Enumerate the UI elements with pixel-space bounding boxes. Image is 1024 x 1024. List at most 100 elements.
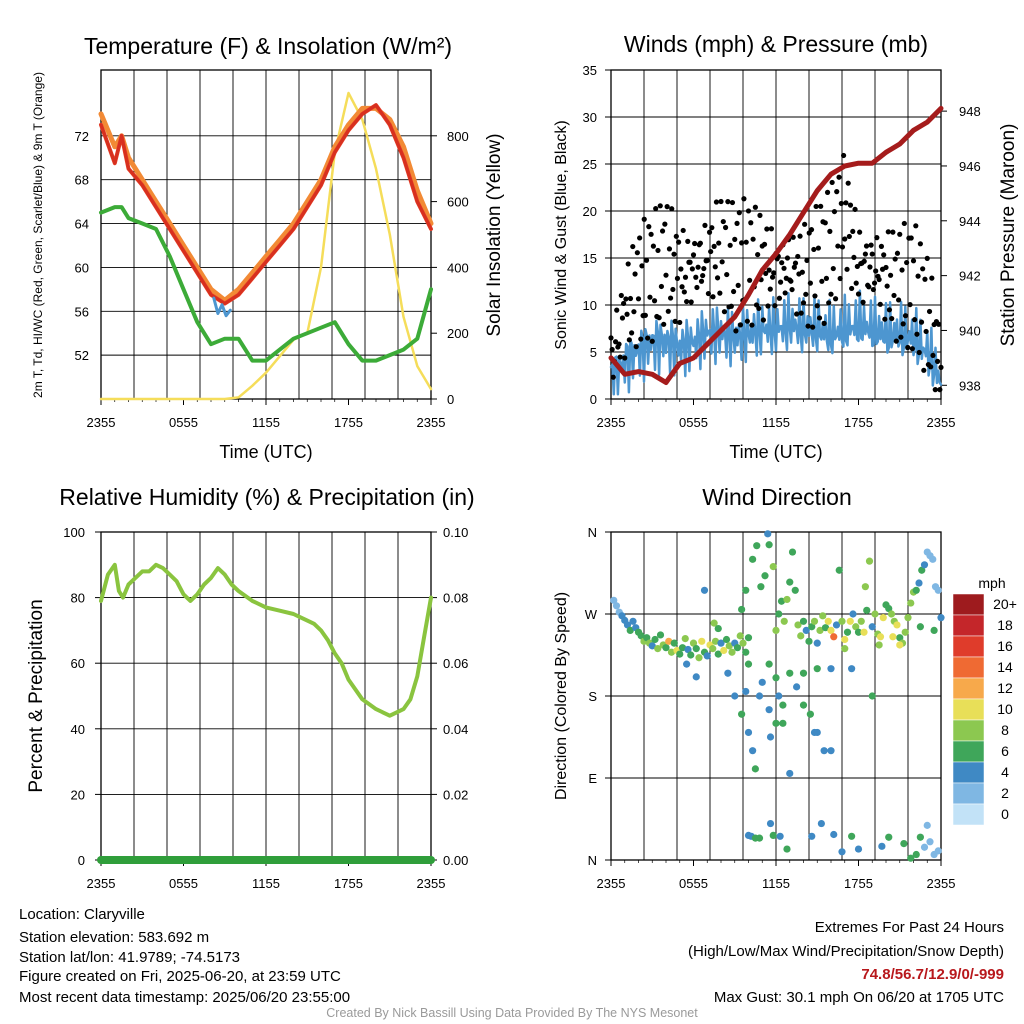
direction-point bbox=[777, 597, 786, 605]
direction-point bbox=[788, 548, 797, 556]
gust-point bbox=[658, 283, 665, 290]
direction-point bbox=[654, 645, 662, 653]
direction-point bbox=[665, 637, 673, 645]
gust-point bbox=[634, 250, 640, 256]
gust-point bbox=[618, 292, 624, 299]
x-tick-label: 1155 bbox=[762, 876, 790, 891]
elevation-text: Station elevation: 583.692 m bbox=[19, 929, 210, 946]
gust-point bbox=[700, 272, 706, 279]
gust-point bbox=[777, 279, 784, 285]
insolation-line bbox=[99, 91, 433, 401]
direction-point bbox=[670, 639, 678, 647]
gust-point bbox=[899, 267, 905, 273]
insolation-y-tick-label: 0 bbox=[447, 392, 454, 407]
gust-point bbox=[656, 315, 662, 321]
insolation-y-tick-label: 800 bbox=[447, 129, 469, 144]
gust-point bbox=[928, 364, 934, 370]
gust-point bbox=[626, 337, 632, 343]
direction-point bbox=[775, 610, 783, 618]
gust-point bbox=[682, 274, 689, 280]
gust-point bbox=[913, 223, 919, 229]
legend-label: 20+ bbox=[993, 596, 1017, 612]
precip-y-tick-label: 0.04 bbox=[443, 722, 468, 737]
gust-point bbox=[610, 374, 616, 380]
insolation-y-tick-label: 200 bbox=[447, 326, 469, 341]
direction-point bbox=[736, 632, 744, 640]
legend-label: 2 bbox=[1001, 785, 1009, 801]
gust-point bbox=[898, 334, 904, 340]
legend-title: mph bbox=[978, 575, 1005, 591]
gust-point bbox=[767, 286, 773, 292]
gust-point bbox=[844, 266, 850, 272]
gust-point bbox=[616, 341, 622, 347]
direction-point bbox=[662, 644, 670, 652]
temp-y-tick-label: 56 bbox=[75, 304, 89, 319]
direction-point bbox=[912, 586, 920, 594]
direction-point bbox=[799, 617, 808, 625]
direction-point bbox=[827, 747, 835, 755]
wind-y-tick-label: 15 bbox=[583, 251, 597, 266]
gust-point bbox=[698, 278, 705, 284]
direction-point bbox=[868, 692, 876, 700]
x-tick-label: 2355 bbox=[417, 876, 446, 891]
direction-point bbox=[779, 701, 787, 709]
legend-label: 12 bbox=[997, 680, 1013, 696]
x-tick-label: 1755 bbox=[844, 415, 873, 430]
gust-point bbox=[855, 291, 862, 297]
insolation-y-tick-label: 400 bbox=[447, 260, 469, 275]
gust-point bbox=[818, 203, 824, 209]
wind-y-tick-label: 30 bbox=[583, 110, 597, 125]
gust-point bbox=[878, 243, 885, 249]
gust-point bbox=[625, 261, 631, 267]
direction-point bbox=[725, 642, 733, 650]
gust-point bbox=[902, 313, 909, 319]
gust-point bbox=[641, 216, 647, 222]
gust-point bbox=[884, 283, 890, 289]
direction-point bbox=[797, 632, 805, 640]
gust-point bbox=[869, 251, 875, 257]
direction-point bbox=[930, 626, 938, 635]
insolation-y-axis-label: Solar Insolation (Yellow) bbox=[484, 133, 505, 336]
gust-point bbox=[645, 335, 651, 341]
gust-point bbox=[631, 309, 637, 315]
rh-y-tick-label: 80 bbox=[71, 591, 85, 606]
direction-point bbox=[810, 617, 819, 625]
gust-point bbox=[669, 206, 675, 212]
gust-point bbox=[697, 240, 703, 246]
gust-point bbox=[761, 241, 768, 247]
legend-swatch bbox=[952, 740, 985, 763]
gust-point bbox=[828, 291, 834, 297]
direction-point bbox=[689, 639, 698, 647]
gust-point bbox=[813, 203, 819, 210]
direction-point bbox=[758, 678, 766, 686]
direction-point bbox=[786, 769, 794, 778]
gust-point bbox=[832, 296, 839, 302]
gust-point bbox=[632, 271, 638, 277]
gust-point bbox=[923, 328, 929, 335]
gust-point bbox=[829, 179, 835, 186]
temp-x-axis-label: Time (UTC) bbox=[219, 442, 312, 462]
direction-point bbox=[854, 628, 863, 636]
gust-point bbox=[724, 271, 730, 278]
direction-point bbox=[643, 634, 651, 642]
direction-point bbox=[700, 586, 709, 594]
created-text: Figure created on Fri, 2025-06-20, at 23… bbox=[19, 968, 341, 985]
pressure-y-tick-label: 942 bbox=[959, 269, 981, 284]
gust-point bbox=[843, 200, 849, 206]
gust-point bbox=[741, 196, 747, 202]
direction-point bbox=[687, 651, 695, 659]
gust-point bbox=[736, 210, 742, 216]
temp-y-tick-label: 68 bbox=[75, 173, 89, 188]
gust-point bbox=[731, 288, 737, 295]
wind-chill-line bbox=[212, 296, 232, 318]
legend-swatch bbox=[952, 614, 985, 637]
gust-point bbox=[897, 231, 903, 237]
gust-point bbox=[868, 242, 874, 248]
gust-point bbox=[819, 278, 825, 284]
gust-point bbox=[874, 235, 880, 241]
gust-point bbox=[845, 180, 851, 186]
gust-point bbox=[823, 275, 830, 281]
direction-point bbox=[793, 683, 801, 691]
direction-point bbox=[868, 623, 876, 631]
precip-y-tick-label: 0.00 bbox=[443, 853, 468, 868]
